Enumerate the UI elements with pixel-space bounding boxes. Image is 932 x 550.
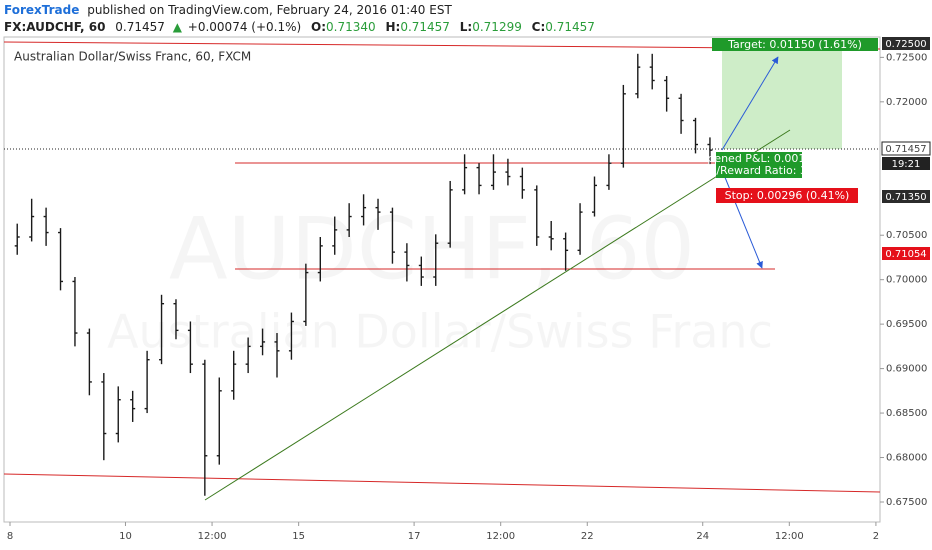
x-tick-label: 2: [873, 531, 879, 542]
last: 0.71457: [115, 20, 165, 34]
symbol-line: FX:AUDCHF, 60 0.71457 ▲ +0.00074 (+0.1%)…: [4, 20, 595, 34]
x-tick-label: 10: [119, 531, 132, 542]
x-tick-label: 8: [7, 531, 13, 542]
c: 0.71457: [545, 20, 595, 34]
y-tick-label: 0.68500: [886, 408, 927, 419]
last-price-box: [881, 141, 931, 156]
x-tick-label: 12:00: [486, 531, 515, 542]
countdown-box: [882, 157, 930, 170]
change: +0.00074 (+0.1%): [188, 20, 301, 34]
x-tick-label: 12:00: [198, 531, 227, 542]
x-tick-label: 24: [696, 531, 709, 542]
stop-box[interactable]: [716, 188, 858, 203]
arrow-up[interactable]: [721, 56, 779, 151]
watermark: AUDCHF, 60: [169, 199, 695, 299]
o-label: O:: [311, 20, 326, 34]
published: published on TradingView.com, February 2…: [87, 3, 452, 17]
x-tick-label: 12:00: [775, 531, 804, 542]
target-label: Target: 0.01150 (1.61%): [727, 38, 862, 51]
y-tick-label: 0.68000: [886, 453, 927, 464]
target-zone[interactable]: [722, 44, 842, 149]
arrow-down[interactable]: [721, 169, 763, 269]
target-price: 0.72500: [885, 39, 926, 50]
h: 0.71457: [400, 20, 450, 34]
target-box[interactable]: [712, 38, 878, 51]
watermark-subtitle: Australian Dollar/Swiss Franc: [107, 305, 773, 359]
x-tick-label: 17: [408, 531, 421, 542]
y-tick-label: 0.72000: [886, 97, 927, 108]
o: 0.71340: [326, 20, 376, 34]
x-tick-label: 15: [292, 531, 305, 542]
last-price: 0.71457: [885, 144, 926, 155]
stop-label: Stop: 0.00296 (0.41%): [725, 189, 850, 202]
y-tick-label: 0.69500: [886, 319, 927, 330]
pnl-box[interactable]: [716, 152, 802, 178]
header-line: ForexTrade published on TradingView.com,…: [4, 3, 452, 17]
y-tick-label: 0.72500: [886, 52, 927, 63]
arrow: ▲: [173, 20, 183, 34]
symbol: FX:AUDCHF, 60: [4, 20, 105, 34]
trend-line[interactable]: [204, 129, 791, 501]
c-label: C:: [532, 20, 546, 34]
l: 0.71299: [472, 20, 522, 34]
channel-bottom[interactable]: [3, 473, 881, 493]
stop-price-box: [882, 247, 930, 260]
entry-price: 0.71350: [885, 192, 926, 203]
pnl-label: Opened P&L: 0.00107: [699, 152, 820, 165]
y-tick-label: 0.69000: [886, 364, 927, 375]
author[interactable]: ForexTrade: [4, 3, 79, 17]
x-tick-label: 22: [581, 531, 594, 542]
y-tick-label: 0.67500: [886, 497, 927, 508]
h-label: H:: [385, 20, 400, 34]
bars: [14, 53, 713, 496]
entry-price-box: [882, 190, 930, 203]
y-tick-label: 0.70500: [886, 230, 927, 241]
stop-price: 0.71054: [885, 249, 926, 260]
target-price-box: [882, 37, 930, 50]
countdown: 19:21: [892, 159, 921, 170]
l-label: L:: [460, 20, 472, 34]
ratio-label: Risk/Reward Ratio: 3.89: [694, 164, 825, 177]
y-tick-label: 0.70000: [886, 275, 927, 286]
chart-title: Australian Dollar/Swiss Franc, 60, FXCM: [14, 50, 251, 64]
